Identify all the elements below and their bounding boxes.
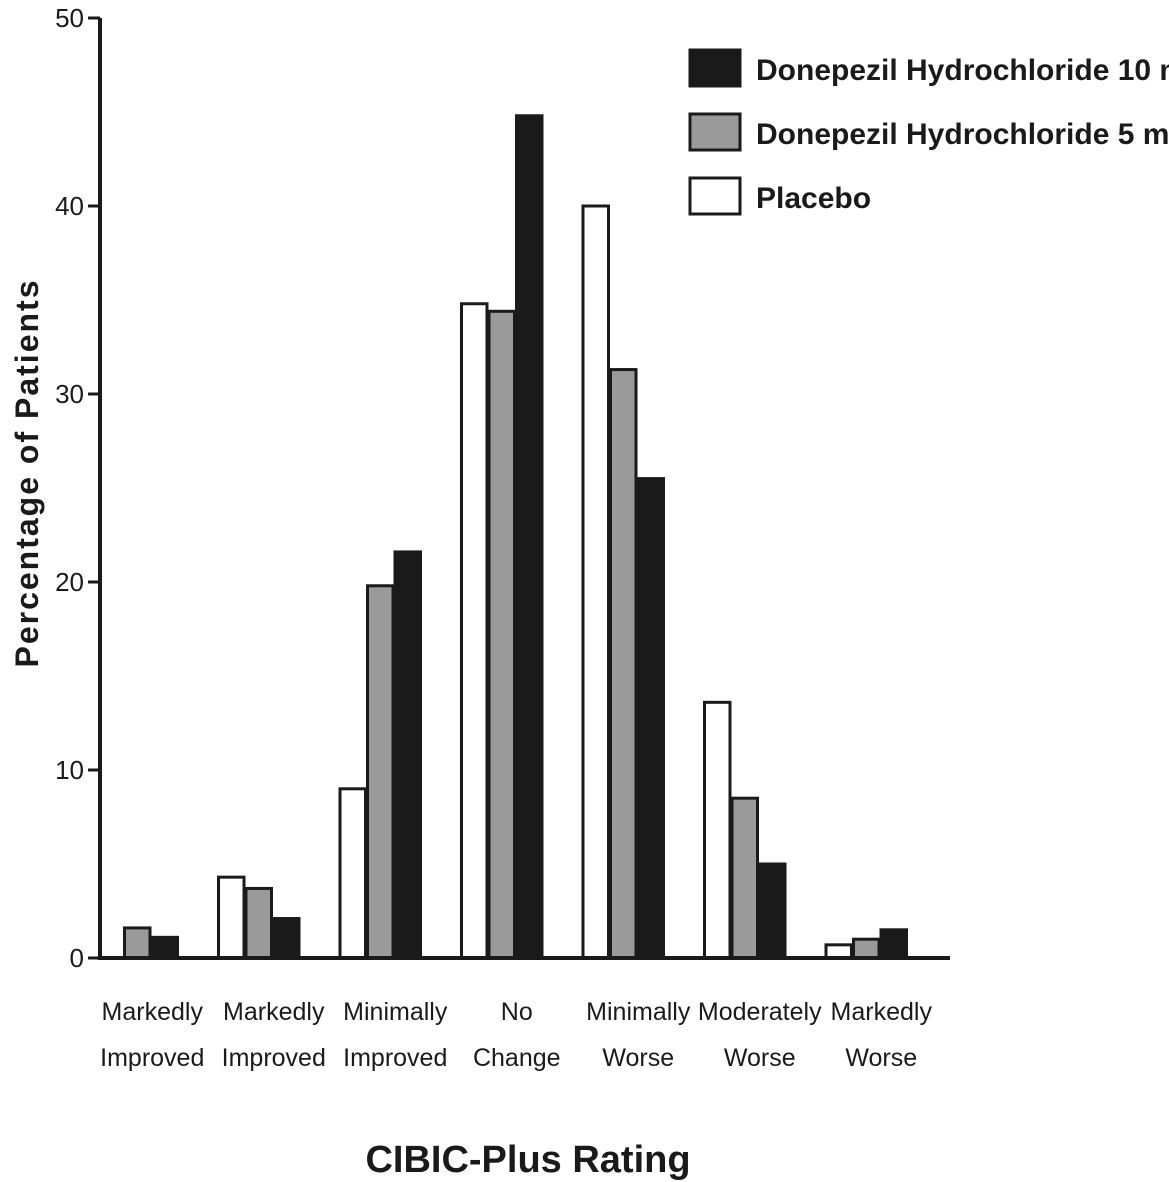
x-category-label: Improved — [222, 1044, 326, 1072]
bar-donepezil-10mg — [393, 550, 422, 960]
bars-layer — [123, 114, 908, 960]
x-category-label: Worse — [845, 1044, 917, 1072]
y-tick-label: 40 — [55, 191, 84, 221]
legend-label: Placebo — [756, 182, 871, 215]
y-tick-label: 50 — [55, 3, 84, 33]
x-category-label: Moderately — [698, 998, 822, 1026]
legend-label: Donepezil Hydrochloride 10 mg/day — [756, 54, 1169, 87]
y-tick-label: 10 — [55, 755, 84, 785]
bar-donepezil-10mg — [879, 928, 908, 960]
x-category-label: Markedly — [102, 998, 204, 1026]
bar-donepezil-5mg — [852, 937, 881, 960]
bar-donepezil-5mg — [487, 309, 516, 960]
axes-layer — [98, 18, 950, 960]
legend: Donepezil Hydrochloride 10 mg/day Donepez… — [688, 48, 1169, 216]
bar-donepezil-10mg — [636, 477, 665, 960]
legend-swatch — [688, 112, 742, 152]
bar-donepezil-5mg — [366, 584, 395, 960]
bar-donepezil-5mg — [244, 886, 273, 960]
bar-donepezil-10mg — [515, 114, 544, 960]
bar-placebo — [581, 204, 610, 960]
legend-swatch — [688, 176, 742, 216]
x-category-label: Minimally — [343, 998, 448, 1026]
bar-placebo — [703, 700, 732, 960]
legend-label: Donepezil Hydrochloride 5 mg/day — [756, 118, 1169, 151]
bar-donepezil-10mg — [272, 917, 301, 960]
x-category-label: Improved — [100, 1044, 204, 1072]
x-category-label: Markedly — [223, 998, 325, 1026]
x-category-label: Minimally — [586, 998, 691, 1026]
y-ticks-layer: 0 10 20 30 40 50 — [55, 3, 100, 973]
x-category-label: Markedly — [831, 998, 933, 1026]
x-axis-title: CIBIC-Plus Rating — [365, 1139, 690, 1181]
bar-donepezil-5mg — [609, 368, 638, 960]
x-category-label: Worse — [602, 1044, 674, 1072]
bar-placebo — [460, 302, 489, 960]
x-category-label: Worse — [724, 1044, 796, 1072]
bar-donepezil-5mg — [730, 796, 759, 960]
bar-placebo — [338, 787, 367, 960]
bar-donepezil-5mg — [123, 926, 152, 960]
y-tick-label: 0 — [70, 943, 84, 973]
x-category-label: No — [501, 998, 533, 1026]
y-tick-label: 30 — [55, 379, 84, 409]
bar-donepezil-10mg — [150, 935, 179, 960]
y-tick-label: 20 — [55, 567, 84, 597]
x-category-label: Change — [473, 1044, 561, 1072]
y-axis-title: Percentage of Patients — [9, 279, 45, 668]
x-category-label: Improved — [343, 1044, 447, 1072]
legend-swatch — [688, 48, 742, 88]
x-categories-layer: Markedly Improved Markedly Improved Minimall… — [100, 998, 932, 1072]
bar-placebo — [217, 875, 246, 960]
bar-donepezil-10mg — [758, 862, 787, 960]
